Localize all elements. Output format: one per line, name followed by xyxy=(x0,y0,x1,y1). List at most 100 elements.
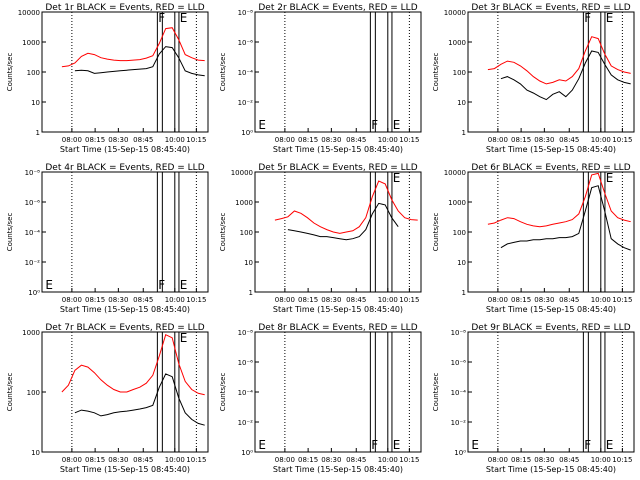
x-tick-label: 10:00 xyxy=(165,136,185,144)
x-axis-label: Start Time (15-Sep-15 08:45:40) xyxy=(486,145,616,154)
y-tick-label: 1000 xyxy=(448,39,466,47)
x-tick-label: 08:15 xyxy=(511,136,531,144)
y-tick-label: 1 xyxy=(36,129,40,137)
series-lld-line xyxy=(487,172,631,228)
x-tick-label: 08:00 xyxy=(62,136,82,144)
x-tick-label: 10:00 xyxy=(165,456,185,464)
x-axis-label: Start Time (15-Sep-15 08:45:40) xyxy=(273,305,403,314)
y-tick-label: 10 xyxy=(31,449,40,457)
plot-det-6r: Det 6r BLACK = Events, RED = LLD Counts/s… xyxy=(432,163,635,314)
plot-det-1r: Det 1r BLACK = Events, RED = LLD Counts/s… xyxy=(6,3,209,154)
plot-title: Det 9r BLACK = Events, RED = LLD xyxy=(471,323,630,333)
series-lld-line xyxy=(274,180,418,234)
plot-frame xyxy=(254,331,422,453)
interval-marker-f: F xyxy=(584,438,591,452)
y-tick-label: 100 xyxy=(240,229,253,237)
series-events-line xyxy=(74,373,205,426)
y-tick-label: 1 xyxy=(249,289,253,297)
x-tick-label: 08:15 xyxy=(85,296,105,304)
interval-marker-e: E xyxy=(180,278,188,292)
x-axis-label: Start Time (15-Sep-15 08:45:40) xyxy=(60,305,190,314)
x-axis-label: Start Time (15-Sep-15 08:45:40) xyxy=(273,145,403,154)
x-tick-label: 08:30 xyxy=(321,296,341,304)
y-tick-label: 1 xyxy=(462,129,466,137)
y-tick-label: 10⁻² xyxy=(25,259,41,267)
x-tick-label: 08:00 xyxy=(62,296,82,304)
y-tick-label: 10⁻⁶ xyxy=(451,359,467,367)
y-tick-label: 10000 xyxy=(444,169,466,177)
y-tick-label: 10000 xyxy=(231,169,253,177)
x-tick-label: 08:30 xyxy=(534,456,554,464)
interval-marker-e: E xyxy=(393,171,401,185)
y-tick-label: 10⁻⁸ xyxy=(238,9,254,17)
x-tick-label: 10:15 xyxy=(186,296,206,304)
y-tick-label: 100 xyxy=(27,389,40,397)
plot-frame xyxy=(254,11,422,133)
x-tick-label: 08:15 xyxy=(85,136,105,144)
x-axis-label: Start Time (15-Sep-15 08:45:40) xyxy=(486,305,616,314)
y-axis-label: Counts/sec xyxy=(6,53,14,92)
y-axis-label: Counts/sec xyxy=(6,373,14,412)
x-tick-label: 08:15 xyxy=(511,296,531,304)
plot-title: Det 4r BLACK = Events, RED = LLD xyxy=(45,163,204,173)
y-tick-label: 1000 xyxy=(235,199,253,207)
y-tick-label: 1000 xyxy=(22,39,40,47)
y-tick-label: 10⁻² xyxy=(238,99,254,107)
x-tick-label: 08:00 xyxy=(488,136,508,144)
y-axis-label: Counts/sec xyxy=(432,213,440,252)
interval-marker-f: F xyxy=(158,11,165,25)
x-tick-label: 10:15 xyxy=(399,456,419,464)
x-axis-label: Start Time (15-Sep-15 08:45:40) xyxy=(60,465,190,474)
y-tick-label: 10⁰ xyxy=(454,449,466,457)
plot-title: Det 1r BLACK = Events, RED = LLD xyxy=(45,3,204,13)
x-axis-label: Start Time (15-Sep-15 08:45:40) xyxy=(273,465,403,474)
y-tick-label: 100 xyxy=(453,229,466,237)
x-tick-label: 10:00 xyxy=(591,456,611,464)
y-tick-label: 10⁰ xyxy=(241,449,253,457)
y-tick-label: 10 xyxy=(457,99,466,107)
x-tick-label: 08:45 xyxy=(133,296,153,304)
x-tick-label: 08:45 xyxy=(133,456,153,464)
x-tick-label: 10:00 xyxy=(591,296,611,304)
series-lld-line xyxy=(61,333,205,396)
y-tick-label: 10⁻⁸ xyxy=(25,169,41,177)
series-events-line xyxy=(74,46,205,77)
interval-marker-e: E xyxy=(393,118,401,132)
x-tick-label: 10:00 xyxy=(165,296,185,304)
plot-frame xyxy=(41,11,209,133)
x-tick-label: 08:00 xyxy=(275,136,295,144)
plot-det-3r: Det 3r BLACK = Events, RED = LLD Counts/s… xyxy=(432,3,635,154)
x-tick-label: 08:15 xyxy=(85,456,105,464)
x-tick-label: 08:00 xyxy=(275,296,295,304)
x-axis-label: Start Time (15-Sep-15 08:45:40) xyxy=(60,145,190,154)
plot-title: Det 3r BLACK = Events, RED = LLD xyxy=(471,3,630,13)
x-tick-label: 08:30 xyxy=(534,136,554,144)
plot-det-8r: Det 8r BLACK = Events, RED = LLD Counts/s… xyxy=(219,323,422,474)
plot-frame xyxy=(41,171,209,293)
x-tick-label: 10:00 xyxy=(378,136,398,144)
interval-marker-e: E xyxy=(180,331,188,345)
x-tick-label: 08:15 xyxy=(298,136,318,144)
y-axis-label: Counts/sec xyxy=(6,213,14,252)
x-tick-label: 08:45 xyxy=(346,136,366,144)
y-tick-label: 1000 xyxy=(22,329,40,337)
plot-det-2r: Det 2r BLACK = Events, RED = LLD Counts/s… xyxy=(219,3,422,154)
y-tick-label: 100 xyxy=(453,69,466,77)
y-tick-label: 1000 xyxy=(448,199,466,207)
interval-marker-e: E xyxy=(606,438,614,452)
x-tick-label: 08:30 xyxy=(534,296,554,304)
series-events-line xyxy=(500,185,631,251)
x-tick-label: 08:45 xyxy=(559,136,579,144)
plot-det-5r: Det 5r BLACK = Events, RED = LLD Counts/s… xyxy=(219,163,422,314)
series-events-line xyxy=(500,50,631,101)
x-tick-label: 10:15 xyxy=(186,136,206,144)
x-tick-label: 10:15 xyxy=(612,456,632,464)
x-tick-label: 08:30 xyxy=(108,456,128,464)
plot-title: Det 5r BLACK = Events, RED = LLD xyxy=(258,163,417,173)
y-tick-label: 100 xyxy=(27,69,40,77)
y-tick-label: 1 xyxy=(462,289,466,297)
y-axis-label: Counts/sec xyxy=(219,53,227,92)
series-lld-line xyxy=(61,27,205,68)
y-tick-label: 10⁻⁴ xyxy=(238,389,254,397)
y-tick-label: 10000 xyxy=(18,9,40,17)
